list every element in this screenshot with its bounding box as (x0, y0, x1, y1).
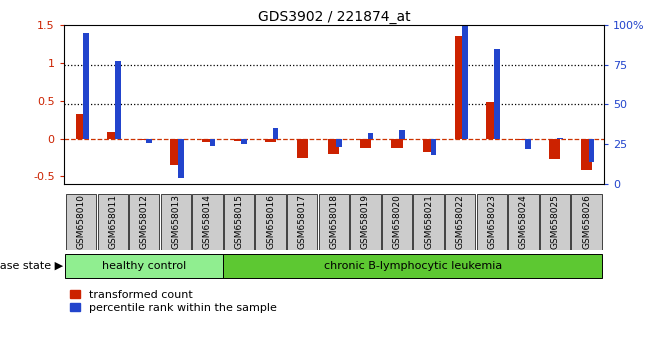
FancyBboxPatch shape (223, 255, 603, 278)
Legend: transformed count, percentile rank within the sample: transformed count, percentile rank withi… (69, 289, 278, 314)
FancyBboxPatch shape (161, 194, 191, 250)
Bar (550, 138, 560, 159)
Bar (525, 138, 531, 149)
Bar (265, 138, 276, 142)
Bar (462, 25, 468, 138)
Text: chronic B-lymphocytic leukemia: chronic B-lymphocytic leukemia (323, 261, 502, 270)
Bar (336, 138, 342, 147)
Text: GSM658011: GSM658011 (108, 194, 117, 249)
FancyBboxPatch shape (445, 194, 475, 250)
Text: GSM658021: GSM658021 (424, 194, 433, 249)
Text: GSM658013: GSM658013 (171, 194, 180, 249)
Bar (423, 138, 434, 152)
Text: GSM658010: GSM658010 (76, 194, 86, 249)
Bar (146, 138, 152, 143)
FancyBboxPatch shape (256, 194, 286, 250)
Bar (115, 61, 121, 138)
FancyBboxPatch shape (224, 194, 254, 250)
Text: healthy control: healthy control (102, 261, 187, 270)
Bar (431, 138, 436, 155)
FancyBboxPatch shape (129, 194, 160, 250)
Text: GSM658012: GSM658012 (140, 194, 149, 249)
FancyBboxPatch shape (572, 194, 602, 250)
Bar (486, 102, 497, 138)
Text: GSM658026: GSM658026 (582, 194, 591, 249)
Bar (360, 138, 371, 148)
Text: GSM658018: GSM658018 (329, 194, 338, 249)
FancyBboxPatch shape (193, 194, 223, 250)
FancyBboxPatch shape (476, 194, 507, 250)
Bar (83, 33, 89, 138)
Bar (209, 138, 215, 146)
FancyBboxPatch shape (382, 194, 412, 250)
FancyBboxPatch shape (350, 194, 380, 250)
FancyBboxPatch shape (287, 194, 317, 250)
Title: GDS3902 / 221874_at: GDS3902 / 221874_at (258, 10, 410, 24)
Text: disease state ▶: disease state ▶ (0, 261, 63, 270)
Text: GSM658016: GSM658016 (266, 194, 275, 249)
Text: GSM658017: GSM658017 (298, 194, 307, 249)
Bar (273, 128, 278, 138)
Bar (588, 138, 595, 162)
Text: GSM658014: GSM658014 (203, 194, 212, 249)
FancyBboxPatch shape (539, 194, 570, 250)
Bar (581, 138, 592, 170)
Bar (328, 138, 340, 154)
Bar (391, 138, 403, 148)
Bar (455, 36, 466, 138)
Bar (518, 138, 529, 140)
FancyBboxPatch shape (319, 194, 349, 250)
Text: GSM658023: GSM658023 (487, 194, 497, 249)
Bar (234, 138, 245, 141)
Text: GSM658024: GSM658024 (519, 194, 528, 249)
Bar (139, 138, 150, 140)
Bar (241, 138, 247, 144)
Bar (368, 133, 373, 138)
Text: GSM658015: GSM658015 (235, 194, 244, 249)
Bar (202, 138, 213, 142)
Text: GSM658019: GSM658019 (361, 194, 370, 249)
FancyBboxPatch shape (65, 255, 223, 278)
Bar (494, 48, 500, 138)
Text: GSM658022: GSM658022 (456, 194, 465, 249)
Bar (399, 130, 405, 138)
FancyBboxPatch shape (508, 194, 539, 250)
FancyBboxPatch shape (66, 194, 96, 250)
Bar (305, 138, 310, 139)
Bar (76, 114, 87, 138)
Bar (107, 132, 118, 138)
Text: GSM658025: GSM658025 (550, 194, 560, 249)
Text: GSM658020: GSM658020 (393, 194, 401, 249)
Bar (178, 138, 184, 178)
FancyBboxPatch shape (413, 194, 444, 250)
Bar (297, 138, 308, 158)
FancyBboxPatch shape (97, 194, 128, 250)
Bar (170, 138, 181, 165)
